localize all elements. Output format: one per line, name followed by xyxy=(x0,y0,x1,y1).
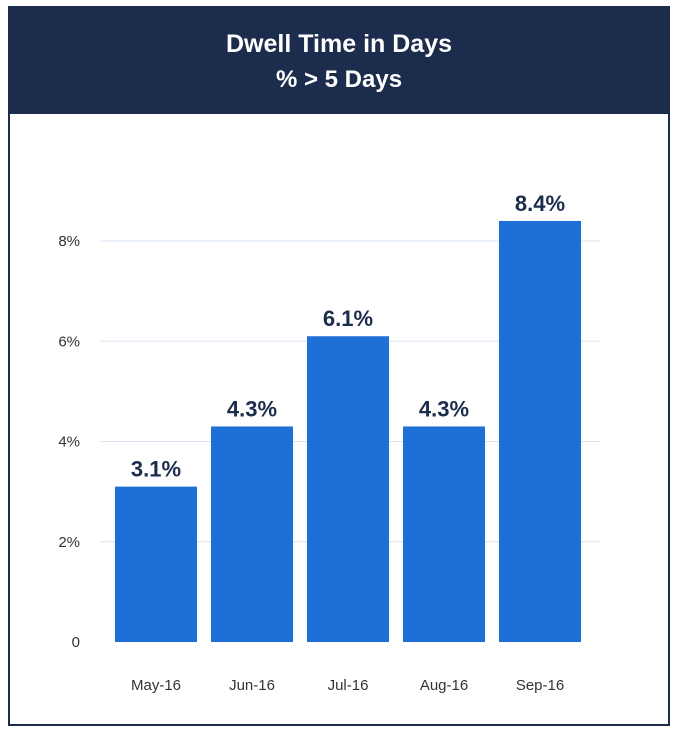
x-tick-label: May-16 xyxy=(131,677,181,694)
y-tick-label: 8% xyxy=(58,233,80,250)
y-tick-label: 4% xyxy=(58,434,80,451)
chart-subtitle: % > 5 Days xyxy=(275,66,403,93)
data-label: 8.4% xyxy=(515,191,565,216)
y-tick-label: 2% xyxy=(58,534,80,551)
x-tick-label: Jul-16 xyxy=(328,677,369,694)
y-tick-label: 6% xyxy=(58,333,80,350)
data-label: 4.3% xyxy=(227,396,277,421)
bar xyxy=(211,426,293,642)
bar xyxy=(403,426,485,642)
data-label: 3.1% xyxy=(131,457,181,482)
bar xyxy=(115,486,197,642)
x-tick-label: Jun-16 xyxy=(229,677,275,694)
data-label: 4.3% xyxy=(419,396,469,421)
bar xyxy=(499,220,581,642)
x-tick-label: Aug-16 xyxy=(420,677,468,694)
x-tick-label: Sep-16 xyxy=(516,677,564,694)
chart-title: Dwell Time in Days xyxy=(225,30,452,58)
chart-header: Dwell Time in Days % > 5 Days xyxy=(10,8,668,114)
data-label: 6.1% xyxy=(323,306,373,331)
bar xyxy=(307,336,389,642)
y-tick-label: 0 xyxy=(72,634,80,651)
